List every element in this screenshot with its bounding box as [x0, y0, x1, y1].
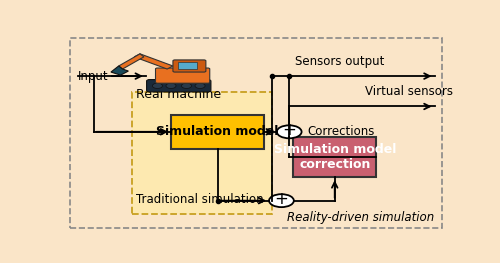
Circle shape [195, 83, 205, 88]
Text: Simulation model: Simulation model [156, 125, 278, 138]
FancyBboxPatch shape [146, 79, 211, 92]
FancyBboxPatch shape [70, 38, 442, 228]
Text: Simulation model
correction: Simulation model correction [274, 143, 396, 171]
Text: Virtual sensors: Virtual sensors [365, 85, 453, 98]
Text: Real machine: Real machine [136, 88, 222, 101]
FancyBboxPatch shape [173, 60, 206, 72]
Text: +: + [274, 190, 288, 208]
Circle shape [182, 83, 192, 88]
Text: Corrections: Corrections [308, 125, 375, 138]
Text: Sensors output: Sensors output [295, 55, 384, 68]
Circle shape [166, 83, 176, 88]
Polygon shape [111, 66, 128, 75]
Text: Traditional simulation: Traditional simulation [136, 193, 264, 206]
Text: Reality-driven simulation: Reality-driven simulation [287, 211, 434, 224]
FancyBboxPatch shape [156, 68, 210, 83]
Text: Input: Input [78, 70, 108, 83]
FancyBboxPatch shape [293, 137, 376, 177]
Circle shape [152, 83, 162, 88]
Circle shape [277, 125, 301, 138]
FancyBboxPatch shape [178, 62, 197, 69]
Text: +: + [282, 121, 296, 139]
Circle shape [269, 194, 294, 207]
Polygon shape [134, 54, 173, 69]
FancyBboxPatch shape [171, 115, 264, 149]
Polygon shape [118, 54, 144, 69]
FancyBboxPatch shape [132, 92, 272, 214]
